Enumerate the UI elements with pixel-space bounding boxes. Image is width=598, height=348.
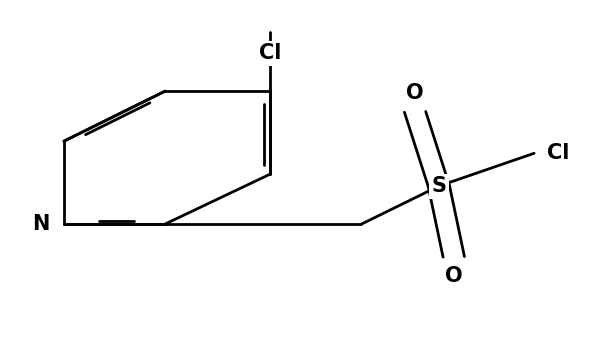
Text: O: O [445, 266, 463, 286]
Text: N: N [32, 214, 50, 234]
Text: O: O [406, 83, 424, 103]
Text: S: S [431, 176, 446, 196]
Text: Cl: Cl [547, 143, 569, 163]
Text: Cl: Cl [260, 43, 282, 63]
